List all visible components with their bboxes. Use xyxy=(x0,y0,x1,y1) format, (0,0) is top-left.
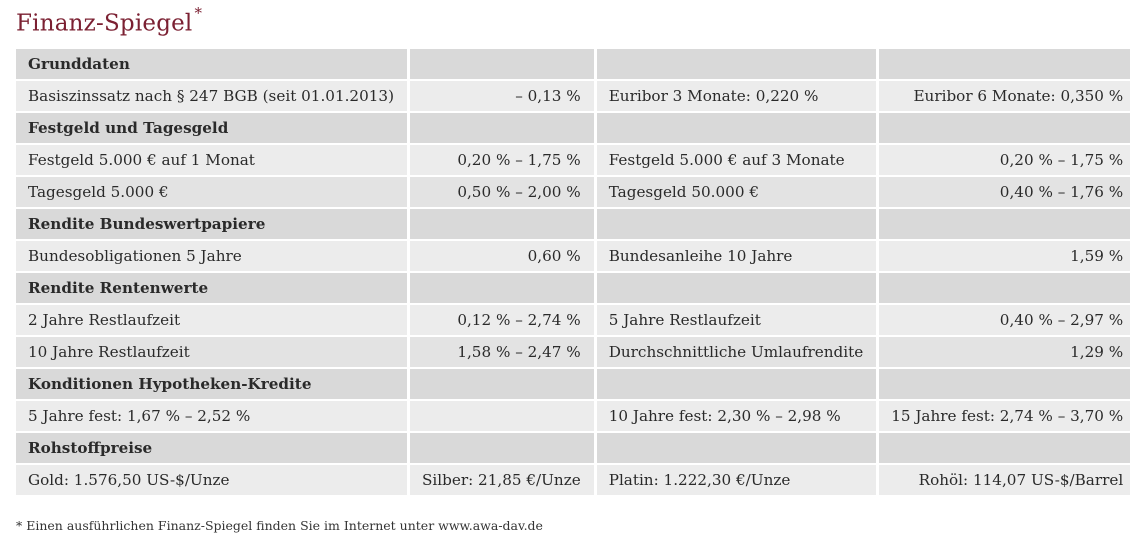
section-header-row: Rendite Bundeswertpapiere xyxy=(16,209,1130,239)
table-cell: 1,29 % xyxy=(879,337,1130,367)
section-header-cell xyxy=(410,433,594,463)
section-header-cell xyxy=(410,113,594,143)
table-cell: 0,50 % – 2,00 % xyxy=(410,177,594,207)
section-header-cell xyxy=(410,209,594,239)
table-cell xyxy=(410,401,594,431)
table-cell: 10 Jahre fest: 2,30 % – 2,98 % xyxy=(596,401,877,431)
title-footnote-mark: * xyxy=(194,4,203,22)
footnote: * Einen ausführlichen Finanz-Spiegel fin… xyxy=(16,518,543,533)
table-cell: 15 Jahre fest: 2,74 % – 3,70 % xyxy=(879,401,1130,431)
table-cell: 5 Jahre fest: 1,67 % – 2,52 % xyxy=(16,401,408,431)
table-row: 2 Jahre Restlaufzeit 0,12 % – 2,74 % 5 Jah… xyxy=(16,305,1130,335)
section-heading: Grunddaten xyxy=(16,49,408,79)
section-header-cell xyxy=(410,273,594,303)
table-cell: 0,12 % – 2,74 % xyxy=(410,305,594,335)
table-cell: 1,59 % xyxy=(879,241,1130,271)
table-cell: 1,58 % – 2,47 % xyxy=(410,337,594,367)
section-heading: Konditionen Hypotheken-Kredite xyxy=(16,369,408,399)
section-header-cell xyxy=(596,113,877,143)
section-header-cell xyxy=(410,49,594,79)
table-cell: 2 Jahre Restlaufzeit xyxy=(16,305,408,335)
section-header-row: Festgeld und Tagesgeld xyxy=(16,113,1130,143)
section-header-row: Rendite Rentenwerte xyxy=(16,273,1130,303)
table-row: Bundesobligationen 5 Jahre 0,60 % Bundesan… xyxy=(16,241,1130,271)
section-header-cell xyxy=(596,209,877,239)
table-cell: Euribor 3 Monate: 0,220 % xyxy=(596,81,877,111)
table-cell: 0,20 % – 1,75 % xyxy=(410,145,594,175)
section-header-cell xyxy=(879,209,1130,239)
table-row: 10 Jahre Restlaufzeit 1,58 % – 2,47 % Durc… xyxy=(16,337,1130,367)
table-cell: Tagesgeld 50.000 € xyxy=(596,177,877,207)
table-cell: Bundesanleihe 10 Jahre xyxy=(596,241,877,271)
table-cell: Tagesgeld 5.000 € xyxy=(16,177,408,207)
table-cell: Silber: 21,85 €/Unze xyxy=(410,465,594,495)
page-title: Finanz-Spiegel * xyxy=(16,4,202,37)
table-cell: 0,20 % – 1,75 % xyxy=(879,145,1130,175)
section-heading: Rendite Rentenwerte xyxy=(16,273,408,303)
section-header-cell xyxy=(879,369,1130,399)
finance-table: Grunddaten Basiszinssatz nach § 247 BGB (… xyxy=(13,47,1130,497)
table-cell: 0,40 % – 2,97 % xyxy=(879,305,1130,335)
section-header-cell xyxy=(879,113,1130,143)
section-header-cell xyxy=(596,433,877,463)
section-header-row: Grunddaten xyxy=(16,49,1130,79)
section-header-cell xyxy=(879,433,1130,463)
section-header-cell xyxy=(596,49,877,79)
finance-table-body: Grunddaten Basiszinssatz nach § 247 BGB (… xyxy=(16,49,1130,495)
table-row: Basiszinssatz nach § 247 BGB (seit 01.01… xyxy=(16,81,1130,111)
table-cell: – 0,13 % xyxy=(410,81,594,111)
table-row: Festgeld 5.000 € auf 1 Monat 0,20 % – 1,7… xyxy=(16,145,1130,175)
table-cell: Rohöl: 114,07 US-$/Barrel xyxy=(879,465,1130,495)
table-row: 5 Jahre fest: 1,67 % – 2,52 % 10 Jahre fe… xyxy=(16,401,1130,431)
section-heading: Rohstoffpreise xyxy=(16,433,408,463)
table-cell: 0,60 % xyxy=(410,241,594,271)
table-cell: Durchschnittliche Umlaufrendite xyxy=(596,337,877,367)
section-header-cell xyxy=(879,273,1130,303)
table-cell: Bundesobligationen 5 Jahre xyxy=(16,241,408,271)
table-cell: Platin: 1.222,30 €/Unze xyxy=(596,465,877,495)
section-header-row: Rohstoffpreise xyxy=(16,433,1130,463)
table-cell: Basiszinssatz nach § 247 BGB (seit 01.01… xyxy=(16,81,408,111)
section-heading: Festgeld und Tagesgeld xyxy=(16,113,408,143)
table-cell: Gold: 1.576,50 US-$/Unze xyxy=(16,465,408,495)
table-cell: Festgeld 5.000 € auf 1 Monat xyxy=(16,145,408,175)
title-text: Finanz-Spiegel xyxy=(16,10,193,37)
table-row: Gold: 1.576,50 US-$/Unze Silber: 21,85 €/… xyxy=(16,465,1130,495)
table-cell: Euribor 6 Monate: 0,350 % xyxy=(879,81,1130,111)
section-header-cell xyxy=(879,49,1130,79)
table-cell: 5 Jahre Restlaufzeit xyxy=(596,305,877,335)
section-header-row: Konditionen Hypotheken-Kredite xyxy=(16,369,1130,399)
section-header-cell xyxy=(596,369,877,399)
section-header-cell xyxy=(410,369,594,399)
table-cell: 0,40 % – 1,76 % xyxy=(879,177,1130,207)
section-heading: Rendite Bundeswertpapiere xyxy=(16,209,408,239)
table-cell: Festgeld 5.000 € auf 3 Monate xyxy=(596,145,877,175)
table-row: Tagesgeld 5.000 €0,50 % – 2,00 % Tagesgel… xyxy=(16,177,1130,207)
table-cell: 10 Jahre Restlaufzeit xyxy=(16,337,408,367)
section-header-cell xyxy=(596,273,877,303)
